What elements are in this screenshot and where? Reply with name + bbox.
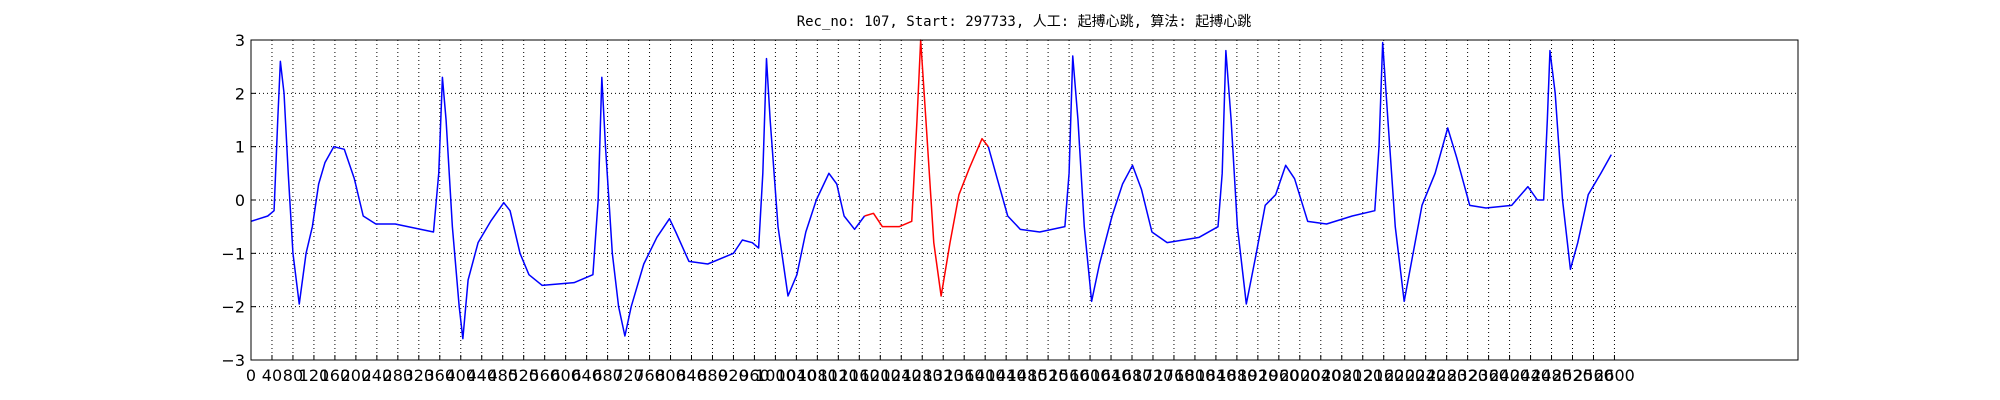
x-tick-label: 2040 — [1300, 366, 1341, 385]
x-tick-label: 1600 — [1070, 366, 1111, 385]
x-tick-label: 1120 — [818, 366, 859, 385]
x-tick-label: 160 — [320, 366, 351, 385]
x-tick-label: 2320 — [1447, 366, 1488, 385]
x-tick-label: 1040 — [776, 366, 817, 385]
x-tick-label: 1560 — [1049, 366, 1090, 385]
x-tick-label: 2440 — [1510, 366, 1551, 385]
x-tick-label: 360 — [425, 366, 456, 385]
signal-line — [987, 41, 1612, 305]
y-tick-label: 3 — [235, 31, 245, 50]
x-tick-label: 240 — [362, 366, 393, 385]
x-tick-label: 320 — [404, 366, 435, 385]
x-tick-label: 2560 — [1573, 366, 1614, 385]
x-tick-label: 1840 — [1196, 366, 1237, 385]
x-tick-label: 1160 — [839, 366, 880, 385]
x-tick-label: 2280 — [1426, 366, 1467, 385]
x-tick-label: 1280 — [902, 366, 943, 385]
x-tick-label: 40 — [262, 366, 282, 385]
x-tick-label: 1760 — [1154, 366, 1195, 385]
x-tick-label: 1800 — [1175, 366, 1216, 385]
x-tick-label: 1480 — [1007, 366, 1048, 385]
y-tick-label: 2 — [235, 84, 245, 103]
x-tick-label: 560 — [529, 366, 560, 385]
x-tick-label: 960 — [739, 366, 770, 385]
y-tick-label: 1 — [235, 138, 245, 157]
x-tick-label: 2120 — [1342, 366, 1383, 385]
x-tick-label: 1920 — [1238, 366, 1279, 385]
chart-title: Rec_no: 107, Start: 297733, 人工: 起搏心跳, 算法… — [797, 13, 1252, 30]
x-tick-label: 80 — [283, 366, 303, 385]
x-tick-label: 120 — [299, 366, 330, 385]
x-tick-label: 1200 — [860, 366, 901, 385]
y-tick-label: −1 — [221, 244, 245, 263]
x-tick-label: 2000 — [1279, 366, 1320, 385]
x-tick-label: 880 — [697, 366, 728, 385]
x-tick-label: 2200 — [1384, 366, 1425, 385]
x-tick-label: 1000 — [755, 366, 796, 385]
x-tick-label: 760 — [634, 366, 665, 385]
grid-layer — [250, 39, 1798, 361]
x-tick-label: 2400 — [1489, 366, 1530, 385]
x-tick-label: 0 — [246, 366, 256, 385]
x-tick-label: 480 — [487, 366, 518, 385]
x-tick-label: 1440 — [986, 366, 1027, 385]
x-tick-label: 2160 — [1363, 366, 1404, 385]
x-tick-label: 2360 — [1468, 366, 1509, 385]
x-tick-label: 1680 — [1112, 366, 1153, 385]
x-tick-label: 1960 — [1258, 366, 1299, 385]
x-tick-label: 1240 — [881, 366, 922, 385]
x-tick-label: 2480 — [1531, 366, 1572, 385]
x-tick-label: 600 — [550, 366, 581, 385]
x-tick-label: 440 — [466, 366, 497, 385]
x-tick-label: 800 — [655, 366, 686, 385]
x-tick-label: 680 — [592, 366, 623, 385]
x-tick-label: 1080 — [797, 366, 838, 385]
x-tick-label: 520 — [508, 366, 539, 385]
y-tick-label: −2 — [221, 298, 245, 317]
x-tick-label: 1720 — [1133, 366, 1174, 385]
x-tick-label: 1320 — [923, 366, 964, 385]
x-tick-label: 280 — [383, 366, 414, 385]
x-tick-label: 2600 — [1594, 366, 1635, 385]
x-tick-label: 400 — [445, 366, 476, 385]
data-layer — [250, 39, 1612, 340]
y-tick-label: 0 — [235, 191, 245, 210]
x-tick-label: 1640 — [1091, 366, 1132, 385]
x-tick-label: 2080 — [1321, 366, 1362, 385]
x-tick-label: 1400 — [965, 366, 1006, 385]
x-tick-label: 640 — [571, 366, 602, 385]
x-tick-label: 920 — [718, 366, 749, 385]
x-tick-label: 2520 — [1552, 366, 1593, 385]
x-tick-label: 1880 — [1217, 366, 1258, 385]
y-tick-label: −3 — [221, 351, 245, 370]
x-tick-label: 720 — [613, 366, 644, 385]
x-tick-label: 200 — [341, 366, 372, 385]
signal-line — [864, 39, 989, 297]
x-tick-label: 1360 — [944, 366, 985, 385]
x-tick-label: 1520 — [1028, 366, 1069, 385]
x-tick-label: 840 — [676, 366, 707, 385]
signal-line — [250, 57, 866, 340]
x-tick-label: 2240 — [1405, 366, 1446, 385]
